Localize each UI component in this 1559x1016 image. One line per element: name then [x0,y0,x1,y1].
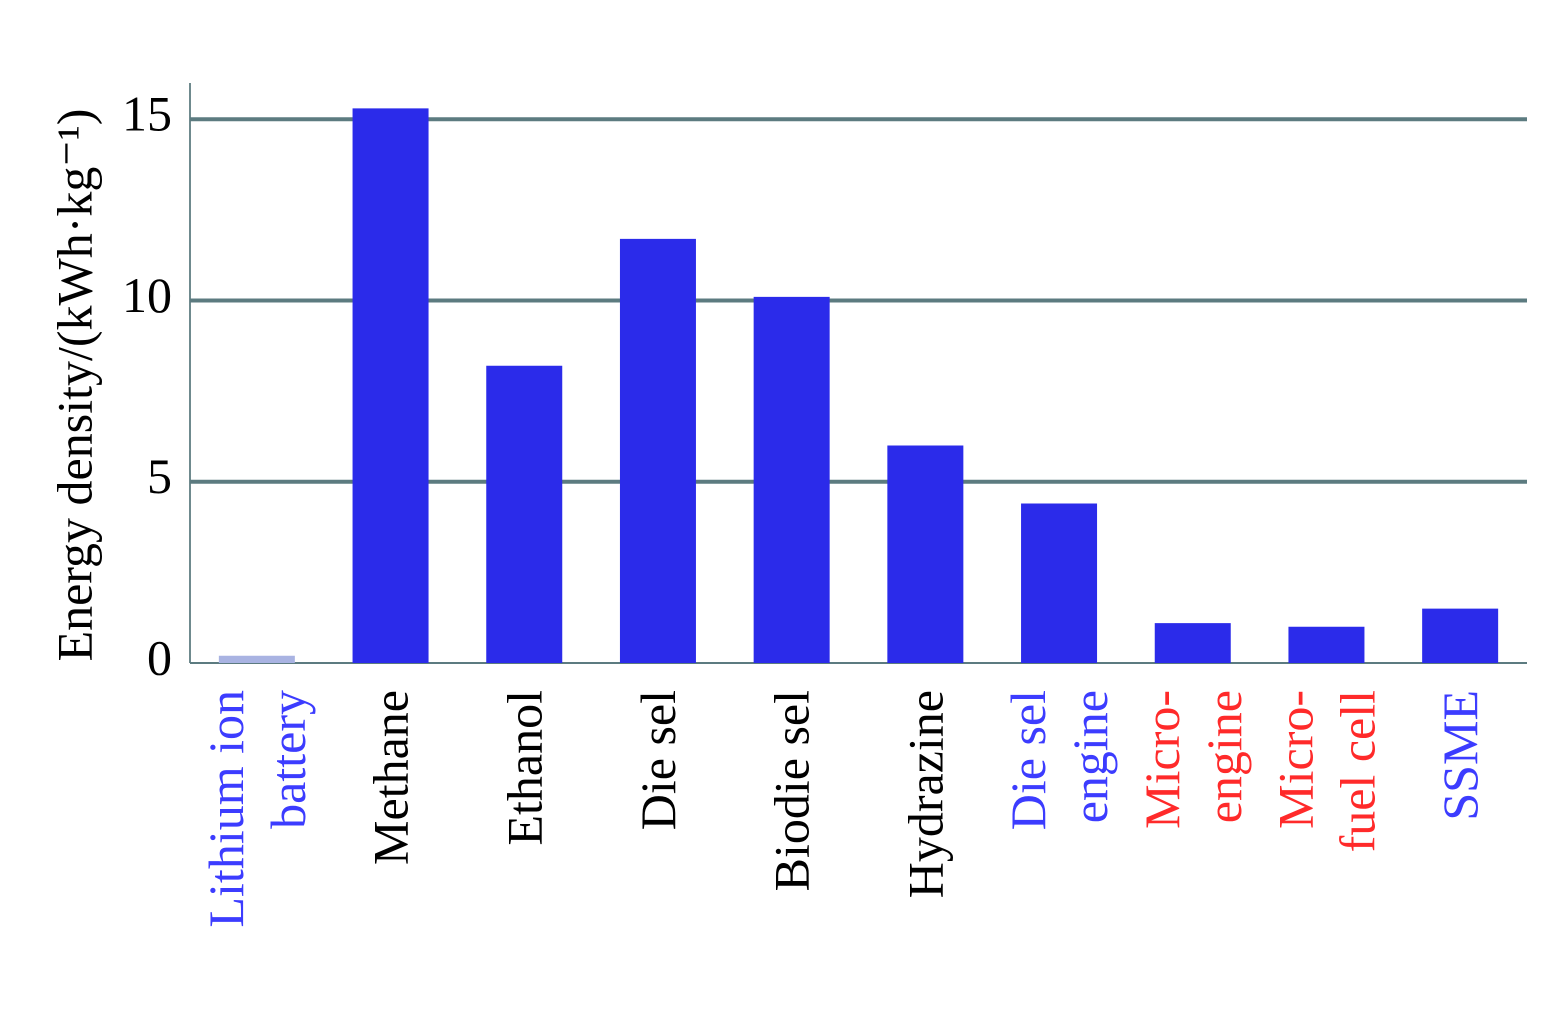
y-tick-label: 10 [122,267,172,323]
y-tick-label: 15 [122,86,172,142]
x-tick-label: Die sel [629,690,686,831]
x-tick-label: Hydrazine [897,690,954,899]
x-tick-label: Micro- engine [1133,690,1252,829]
bar [753,296,830,663]
bar [1288,626,1365,663]
x-tick-label: Micro- fuel cell [1267,690,1386,853]
bar [1021,503,1098,663]
bar [218,655,295,663]
bar [352,108,429,663]
y-tick-label: 0 [147,629,172,685]
x-tick-label: Methane [362,690,419,865]
bar [1422,608,1499,663]
x-tick-label: Ethanol [496,690,553,846]
x-tick-label: Lithium ion battery [197,690,316,928]
x-tick-label: Die sel engine [1000,690,1119,831]
x-tick-label: SSME [1432,690,1489,821]
bar [1154,623,1231,663]
x-tick-label: Biodie sel [763,690,820,892]
y-tick-label: 5 [147,448,172,504]
bar [486,365,563,663]
bar [887,445,964,663]
bar [619,238,696,663]
y-axis-label: Energy density/(kWh·kg⁻¹) [46,109,102,662]
